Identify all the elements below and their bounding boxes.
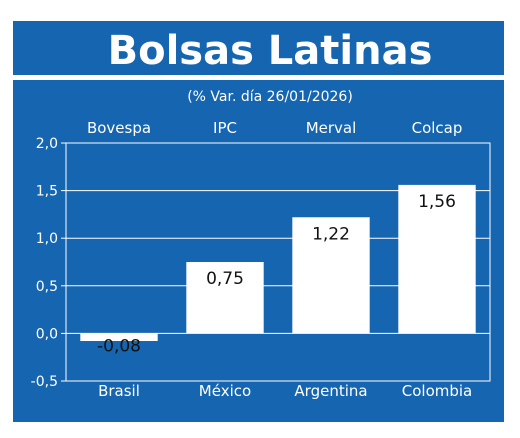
bar bbox=[398, 184, 476, 334]
index-label: Merval bbox=[306, 119, 357, 137]
index-label: Colcap bbox=[412, 119, 463, 137]
y-tick-label: 1,0 bbox=[36, 231, 58, 247]
data-label: 1,56 bbox=[418, 192, 456, 212]
category-labels: Bovespa Brasil IPC México Merval Argentina Col… bbox=[87, 119, 472, 400]
x-tick-label: Colombia bbox=[402, 382, 473, 400]
y-axis-ticks: 2,0 1,5 1,0 0,5 0,0 -0,5 bbox=[31, 136, 66, 390]
bars: -0,08 0,75 1,22 1,56 bbox=[80, 184, 476, 356]
bar bbox=[80, 333, 158, 342]
index-label: Bovespa bbox=[87, 119, 151, 137]
bar bbox=[292, 217, 370, 334]
bar bbox=[186, 262, 264, 334]
chart-title: Bolsas Latinas bbox=[108, 28, 433, 74]
y-tick-label: 1,5 bbox=[36, 184, 58, 200]
x-tick-label: México bbox=[199, 382, 251, 400]
title-separator bbox=[13, 75, 504, 80]
data-label: 1,22 bbox=[312, 224, 350, 244]
x-tick-label: Brasil bbox=[98, 382, 140, 400]
data-label: -0,08 bbox=[97, 336, 141, 356]
x-tick-label: Argentina bbox=[294, 382, 367, 400]
index-label: IPC bbox=[213, 119, 237, 137]
chart-subtitle: (% Var. día 26/01/2026) bbox=[187, 89, 353, 105]
y-tick-label: 0,5 bbox=[36, 279, 58, 295]
data-label: 0,75 bbox=[206, 269, 244, 289]
y-tick-label: 0,0 bbox=[36, 326, 58, 342]
y-tick-label: 2,0 bbox=[36, 136, 58, 152]
y-tick-label: -0,5 bbox=[31, 374, 58, 390]
